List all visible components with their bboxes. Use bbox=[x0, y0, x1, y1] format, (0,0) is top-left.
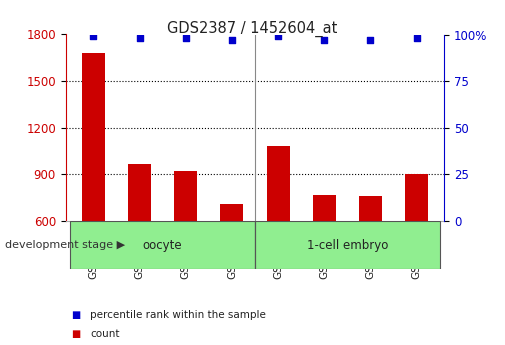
Text: percentile rank within the sample: percentile rank within the sample bbox=[90, 310, 266, 320]
Point bbox=[367, 37, 375, 43]
Bar bbox=[313, 195, 336, 221]
Point bbox=[413, 36, 421, 41]
Text: count: count bbox=[90, 329, 119, 339]
Text: 1-cell embryo: 1-cell embryo bbox=[307, 239, 388, 252]
Bar bbox=[405, 175, 428, 221]
Point bbox=[182, 36, 190, 41]
Point bbox=[135, 36, 143, 41]
Point bbox=[228, 37, 236, 43]
Bar bbox=[174, 171, 197, 221]
Bar bbox=[267, 147, 290, 221]
Text: ■: ■ bbox=[71, 310, 80, 320]
Text: development stage ▶: development stage ▶ bbox=[5, 240, 125, 250]
Text: GDS2387 / 1452604_at: GDS2387 / 1452604_at bbox=[167, 21, 338, 37]
Bar bbox=[220, 204, 243, 221]
Point bbox=[89, 33, 97, 39]
Bar bbox=[255, 221, 440, 269]
Bar bbox=[82, 53, 105, 221]
Point bbox=[320, 37, 328, 43]
Bar bbox=[70, 221, 255, 269]
Text: ■: ■ bbox=[71, 329, 80, 339]
Bar bbox=[128, 164, 151, 221]
Text: oocyte: oocyte bbox=[143, 239, 182, 252]
Point bbox=[274, 33, 282, 39]
Bar bbox=[359, 196, 382, 221]
